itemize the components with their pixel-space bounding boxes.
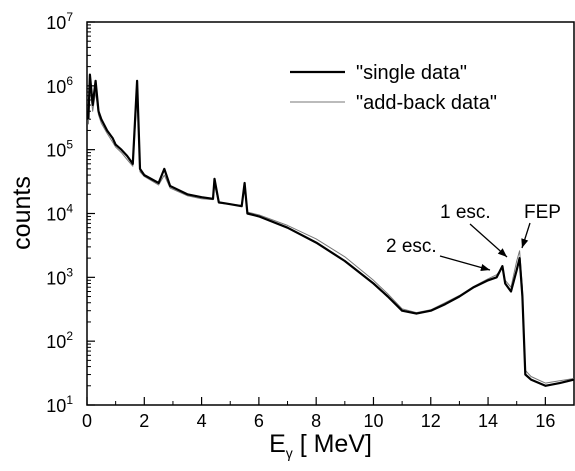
legend-label: "single data" xyxy=(356,62,467,84)
y-tick-label: 106 xyxy=(46,74,73,97)
y-tick-label: 107 xyxy=(46,10,73,33)
y-tick-label: 102 xyxy=(46,329,73,352)
x-tick-label: 8 xyxy=(311,411,321,431)
x-tick-label: 10 xyxy=(363,411,383,431)
x-tick-label: 12 xyxy=(421,411,441,431)
annotation-arrow xyxy=(439,255,491,272)
series-line xyxy=(87,85,575,384)
x-axis-label: Eγ [ MeV] xyxy=(269,430,372,461)
y-tick-label: 105 xyxy=(46,138,73,161)
legend-label: "add-back data" xyxy=(356,92,497,114)
y-axis-label: counts xyxy=(8,176,36,250)
x-tick-label: 2 xyxy=(139,411,149,431)
x-tick-label: 16 xyxy=(535,411,555,431)
x-tick-label: 0 xyxy=(82,411,92,431)
series-line xyxy=(87,73,575,387)
x-tick-label: 4 xyxy=(197,411,207,431)
plot-frame xyxy=(86,21,575,406)
annotation: 1 esc. xyxy=(440,202,491,223)
annotation: 2 esc. xyxy=(386,236,437,257)
y-tick-label: 104 xyxy=(46,202,73,225)
annotation: FEP xyxy=(524,202,561,223)
annotation-arrow xyxy=(469,223,508,258)
x-tick-label: 14 xyxy=(478,411,498,431)
annotation-arrow xyxy=(521,222,531,249)
y-tick-label: 103 xyxy=(46,265,73,288)
x-tick-label: 6 xyxy=(254,411,264,431)
y-tick-label: 101 xyxy=(46,393,73,416)
